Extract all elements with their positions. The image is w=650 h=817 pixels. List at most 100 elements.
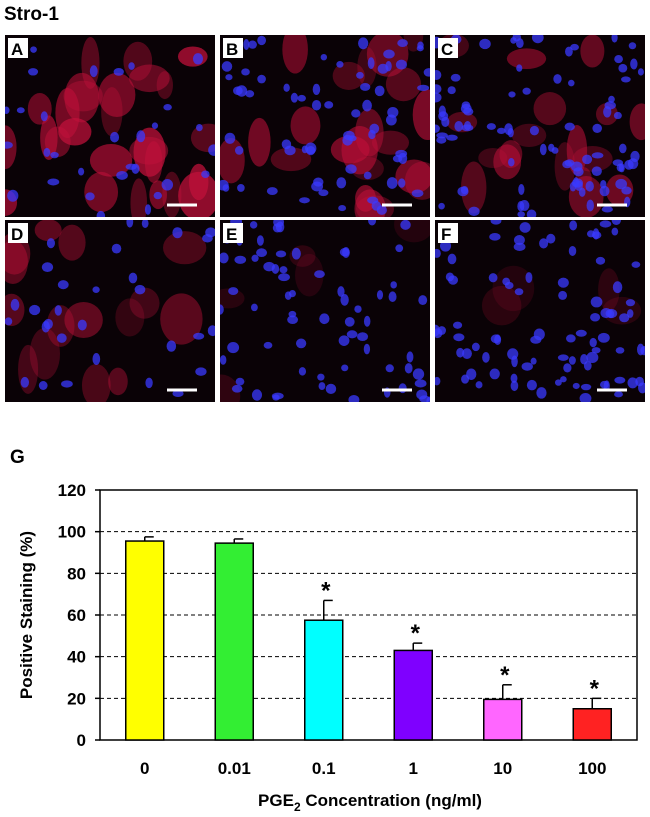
- nucleus: [471, 342, 480, 352]
- nucleus: [536, 387, 547, 399]
- cell-body: [130, 178, 148, 217]
- bar: [125, 540, 165, 741]
- x-tick-label: 10: [493, 759, 512, 778]
- nucleus: [510, 380, 519, 392]
- nucleus: [367, 57, 375, 69]
- nucleus: [235, 377, 245, 386]
- nucleus: [435, 124, 440, 133]
- nucleus: [338, 335, 350, 346]
- nucleus: [447, 86, 456, 95]
- cell-body: [290, 106, 321, 145]
- nucleus: [348, 394, 360, 402]
- nucleus: [630, 58, 638, 70]
- nucleus: [453, 333, 465, 342]
- cell-body: [572, 146, 613, 172]
- nucleus: [615, 347, 625, 354]
- nucleus: [92, 353, 101, 365]
- nucleus: [526, 209, 537, 217]
- nucleus: [615, 178, 627, 190]
- nucleus: [46, 238, 55, 249]
- nucleus: [128, 272, 138, 284]
- nucleus: [468, 206, 480, 217]
- nucleus: [16, 107, 25, 114]
- nucleus: [54, 305, 62, 316]
- label-box: [223, 223, 243, 243]
- bar: [214, 542, 254, 741]
- nucleus: [208, 144, 215, 156]
- micrograph: B: [220, 35, 430, 217]
- nucleus: [586, 199, 594, 212]
- panel-label: B: [226, 40, 238, 59]
- nucleus: [494, 334, 502, 346]
- nucleus: [248, 40, 257, 49]
- nucleus: [441, 116, 450, 128]
- nucleus: [586, 351, 599, 363]
- label-box: [223, 38, 243, 58]
- nucleus: [628, 42, 637, 50]
- nucleus: [38, 381, 48, 390]
- y-tick-label: 80: [67, 564, 86, 583]
- x-tick-label: 0.01: [218, 759, 251, 778]
- panel-label: F: [441, 225, 451, 244]
- nucleus: [193, 332, 205, 340]
- nucleus: [354, 305, 362, 313]
- nucleus: [363, 343, 371, 355]
- nucleus: [608, 95, 615, 103]
- nucleus: [113, 68, 124, 76]
- nucleus: [231, 384, 243, 393]
- nucleus: [618, 163, 625, 173]
- nucleus: [502, 277, 511, 286]
- nucleus: [456, 347, 465, 358]
- nucleus: [435, 84, 442, 94]
- nucleus: [290, 92, 298, 103]
- nucleus: [357, 332, 369, 342]
- nucleus: [336, 177, 347, 189]
- bar: [483, 698, 523, 741]
- nucleus: [291, 247, 301, 260]
- nucleus: [460, 185, 469, 195]
- cell-body: [98, 72, 136, 118]
- nucleus: [225, 74, 233, 81]
- y-tick-label: 40: [67, 648, 86, 667]
- nucleus: [450, 73, 461, 82]
- nucleus: [517, 201, 525, 212]
- nucleus: [360, 82, 371, 91]
- nucleus: [256, 235, 264, 246]
- nucleus: [241, 68, 250, 76]
- cell-body: [282, 35, 308, 74]
- cell-body: [493, 144, 522, 180]
- nucleus: [398, 383, 407, 394]
- figure-title: Stro-1: [4, 4, 59, 25]
- nucleus: [284, 145, 296, 156]
- nucleus: [383, 49, 395, 59]
- nucleus: [256, 248, 268, 257]
- nucleus: [438, 105, 446, 118]
- x-tick-label: 0: [140, 759, 149, 778]
- nucleus: [298, 367, 307, 376]
- cell-body: [64, 72, 100, 123]
- microscopy-panels: A B C D E F: [5, 35, 645, 402]
- x-axis-label: PGE2 Concentration (ng/ml): [258, 791, 482, 814]
- nucleus: [638, 382, 645, 394]
- nucleus: [338, 205, 347, 212]
- nucleus: [341, 364, 349, 372]
- cell-body: [598, 268, 620, 311]
- nucleus: [351, 109, 361, 118]
- nucleus: [530, 357, 537, 365]
- nucleus: [128, 62, 135, 70]
- cell-body: [533, 92, 567, 126]
- nucleus: [201, 170, 210, 178]
- cell-body: [163, 231, 207, 265]
- nucleus: [251, 254, 259, 262]
- nucleus: [319, 313, 330, 325]
- nucleus: [599, 185, 610, 197]
- cell-body: [481, 285, 522, 326]
- nucleus: [453, 321, 463, 329]
- cell-body: [190, 123, 215, 153]
- nucleus: [395, 244, 404, 253]
- nucleus: [346, 330, 358, 339]
- nucleus: [479, 38, 491, 50]
- cell-body: [156, 71, 173, 100]
- significance-mark: *: [321, 577, 331, 604]
- nucleus: [592, 123, 602, 133]
